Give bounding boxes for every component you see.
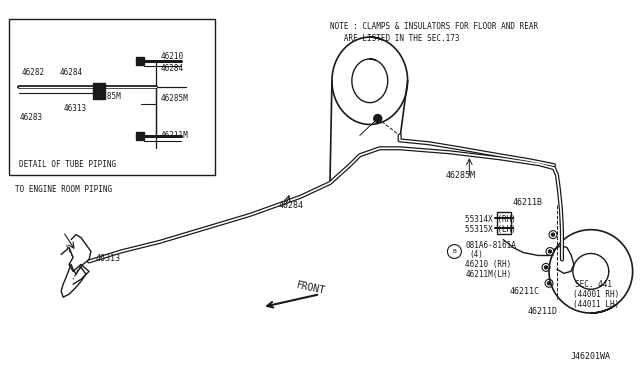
Text: 46211M: 46211M <box>161 131 188 140</box>
Text: DETAIL OF TUBE PIPING: DETAIL OF TUBE PIPING <box>19 160 116 169</box>
Text: ARE LISTED IN THE SEC.173: ARE LISTED IN THE SEC.173 <box>330 34 460 43</box>
Text: 46211B: 46211B <box>512 198 542 207</box>
Bar <box>136 132 144 140</box>
Text: 46211M(LH): 46211M(LH) <box>465 270 511 279</box>
Text: 55315X (LH): 55315X (LH) <box>465 225 516 234</box>
Text: 46313: 46313 <box>96 254 121 263</box>
Circle shape <box>548 250 552 253</box>
Text: 46282: 46282 <box>21 68 44 77</box>
Text: SEC. 441: SEC. 441 <box>575 280 612 289</box>
Bar <box>10 19 216 175</box>
Text: 46285M: 46285M <box>445 171 476 180</box>
Text: NOTE : CLAMPS & INSULATORS FOR FLOOR AND REAR: NOTE : CLAMPS & INSULATORS FOR FLOOR AND… <box>330 22 538 31</box>
Text: 46210: 46210 <box>161 52 184 61</box>
Text: B: B <box>452 249 456 254</box>
Text: 46210 (RH): 46210 (RH) <box>465 260 511 269</box>
Text: 55314X (RH): 55314X (RH) <box>465 215 516 224</box>
Text: 46285M: 46285M <box>94 92 122 101</box>
Text: 46211C: 46211C <box>509 287 539 296</box>
Bar <box>497 212 511 234</box>
Text: J46201WA: J46201WA <box>571 352 611 361</box>
Bar <box>93 83 105 99</box>
Text: TO ENGINE ROOM PIPING: TO ENGINE ROOM PIPING <box>15 185 113 194</box>
Text: 46284: 46284 <box>278 201 303 210</box>
Text: FRONT: FRONT <box>295 280 326 296</box>
Text: 46285M: 46285M <box>161 94 188 103</box>
Circle shape <box>552 233 554 236</box>
Text: (44001 RH): (44001 RH) <box>573 290 619 299</box>
Text: 46313: 46313 <box>64 103 87 113</box>
Text: (4): (4) <box>469 250 483 259</box>
Bar <box>136 57 144 65</box>
Circle shape <box>545 266 547 269</box>
Text: 46284: 46284 <box>59 68 83 77</box>
Circle shape <box>374 115 381 122</box>
Text: 081A6-8161A: 081A6-8161A <box>465 241 516 250</box>
Text: 46283: 46283 <box>19 113 42 122</box>
Circle shape <box>547 282 550 285</box>
Text: (44011 LH): (44011 LH) <box>573 300 619 309</box>
Text: 46211D: 46211D <box>527 307 557 316</box>
Text: 46284: 46284 <box>161 64 184 73</box>
